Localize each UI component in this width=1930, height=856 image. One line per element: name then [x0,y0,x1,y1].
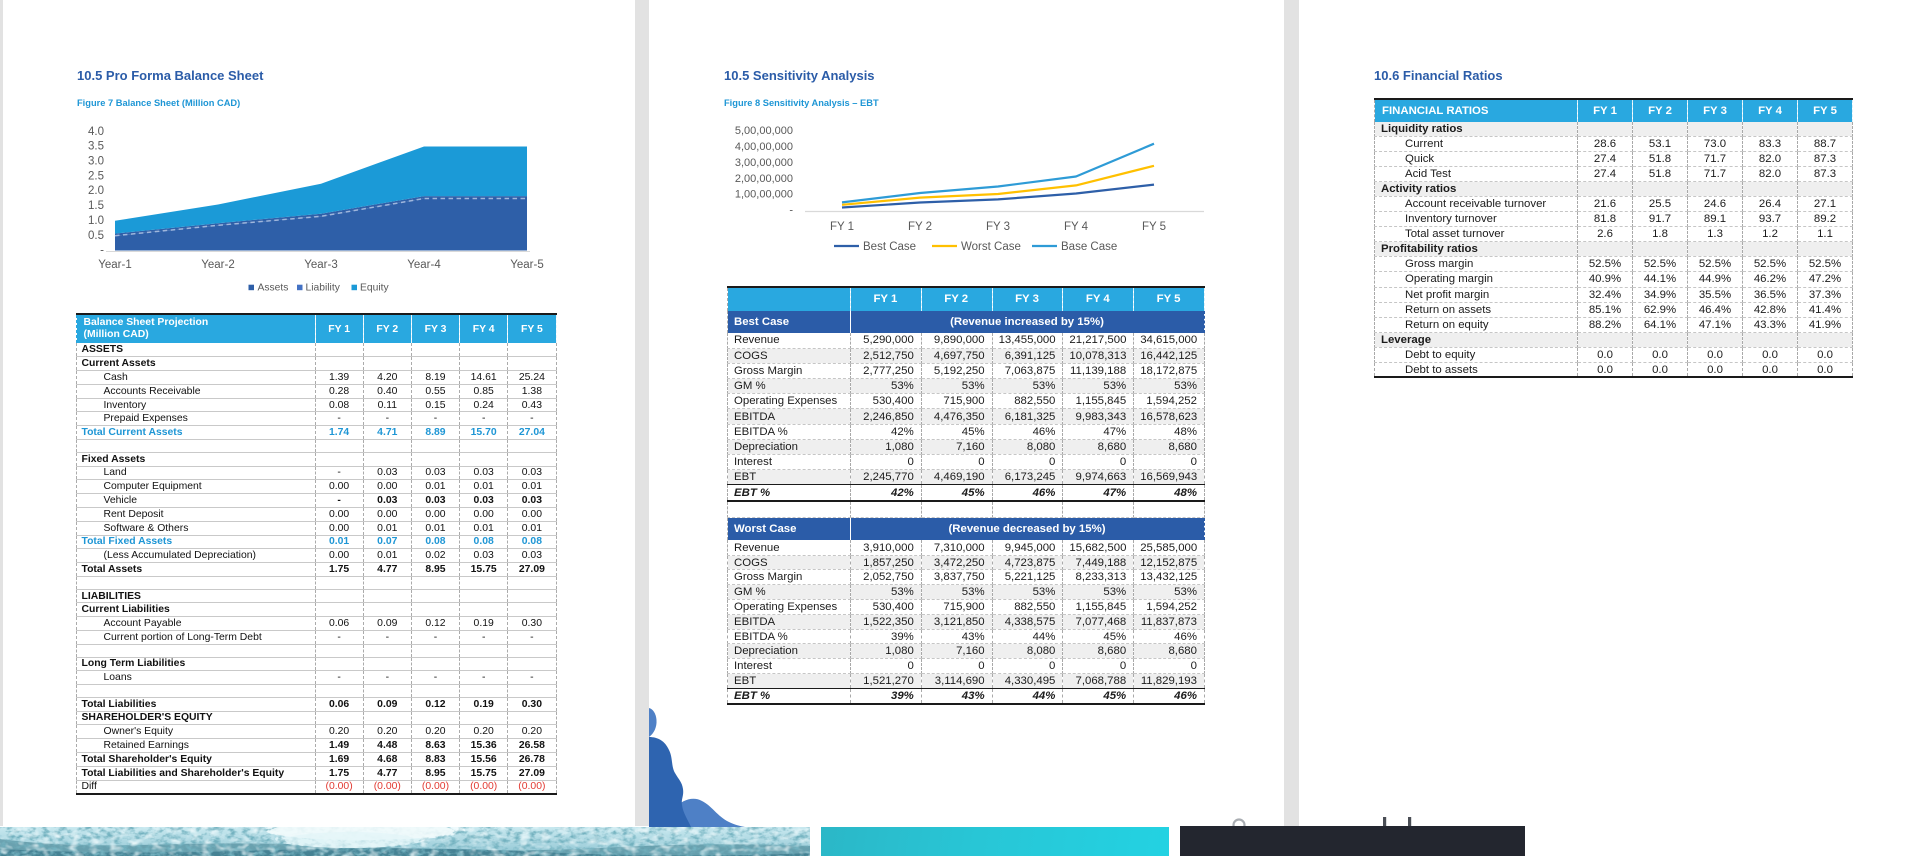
svg-text:3.0: 3.0 [88,156,104,168]
svg-text:1.0: 1.0 [88,215,104,227]
svg-text:FY 3: FY 3 [986,221,1010,233]
svg-text:3,00,00,000: 3,00,00,000 [735,157,793,169]
svg-text:1.5: 1.5 [88,200,104,212]
svg-text:5,00,00,000: 5,00,00,000 [735,125,793,137]
svg-text:Year-2: Year-2 [201,259,234,271]
svg-text:Year-3: Year-3 [304,259,337,271]
svg-text:3.5: 3.5 [88,141,104,153]
svg-text:Base Case: Base Case [1061,241,1117,253]
svg-text:Best Case: Best Case [863,241,916,253]
svg-text:FY 2: FY 2 [908,221,932,233]
svg-text:2.5: 2.5 [88,170,104,182]
svg-text:FY 4: FY 4 [1064,221,1089,233]
svg-text:Worst Case: Worst Case [961,241,1021,253]
svg-text:FY 5: FY 5 [1142,221,1166,233]
svg-text:1,00,00,000: 1,00,00,000 [735,188,793,200]
svg-text:Equity: Equity [360,283,389,294]
svg-text:Assets: Assets [258,283,289,294]
svg-text:4.0: 4.0 [88,126,104,138]
svg-text:4,00,00,000: 4,00,00,000 [735,141,793,153]
svg-text:Year-5: Year-5 [510,259,543,271]
svg-text:-: - [100,245,104,257]
svg-text:Liability: Liability [306,283,341,294]
svg-text:0.5: 0.5 [88,230,104,242]
svg-text:2.0: 2.0 [88,185,104,197]
svg-text:-: - [789,204,793,216]
svg-text:Year-4: Year-4 [407,259,441,271]
svg-text:FY 1: FY 1 [830,221,854,233]
svg-text:2,00,00,000: 2,00,00,000 [735,173,793,185]
svg-text:Year-1: Year-1 [98,259,131,271]
